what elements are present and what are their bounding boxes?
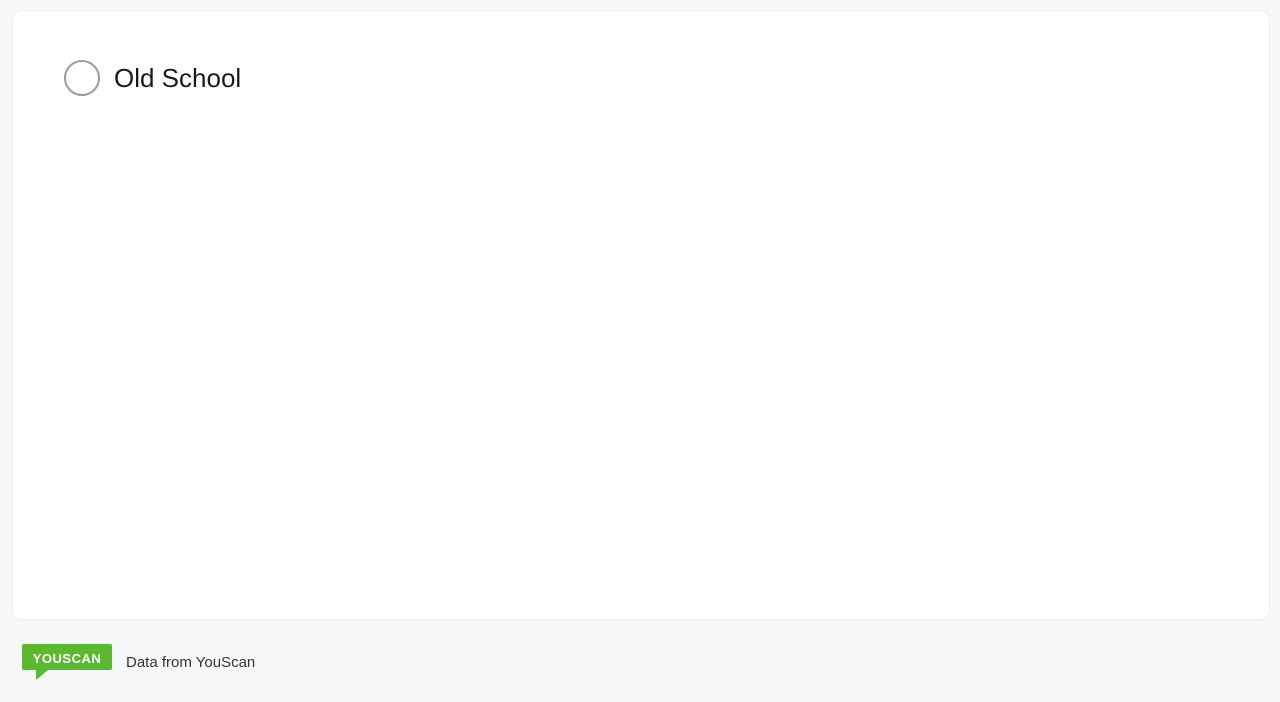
svg-text:YOUSCAN: YOUSCAN <box>33 651 102 666</box>
